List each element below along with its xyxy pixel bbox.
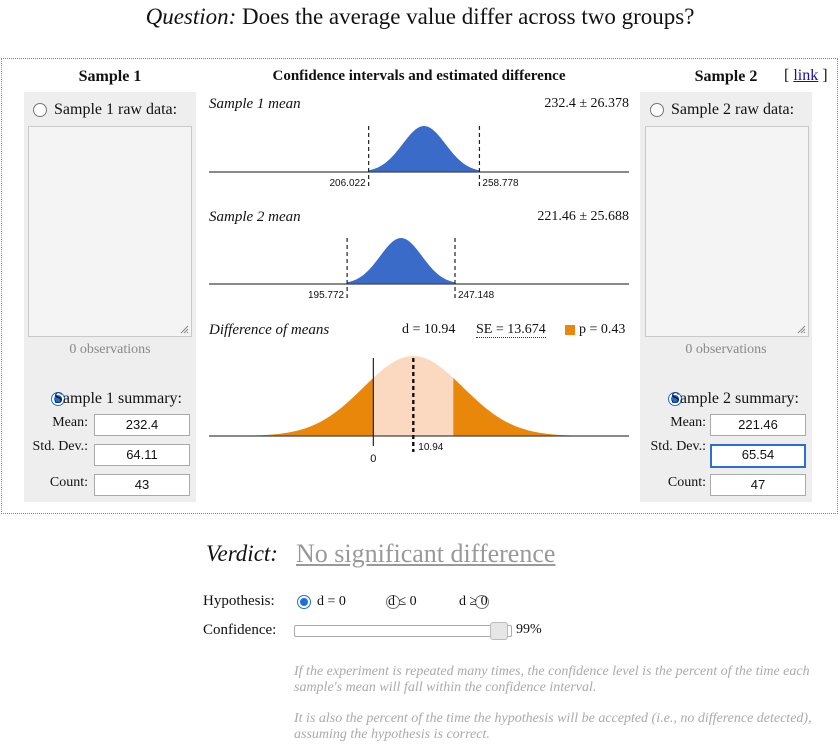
- diff-estimate-label: 10.94: [418, 442, 443, 453]
- sample2-summary-label: Sample 2 summary:: [671, 390, 799, 407]
- sample2-std-label: Std. Dev.:: [650, 439, 706, 454]
- sample2-std-input[interactable]: 65.54: [710, 444, 806, 468]
- diff-se-value[interactable]: SE = 13.674: [476, 322, 546, 338]
- diff-chart: 010.94: [209, 356, 629, 465]
- sample2-mean-input[interactable]: 221.46: [710, 414, 806, 436]
- sample1-count-input[interactable]: 43: [94, 474, 190, 496]
- sample2-mean-value: 221.46 ± 25.688: [537, 209, 629, 224]
- confidence-slider-handle[interactable]: [490, 622, 508, 640]
- sample2-raw-textarea[interactable]: [645, 126, 809, 337]
- resize-grip-icon[interactable]: [796, 324, 806, 334]
- diff-right-tail: [453, 377, 629, 436]
- sample1-mean-chart: 206.022 258.778: [209, 126, 629, 189]
- diff-left-tail: [209, 377, 374, 436]
- sample2-mean-ci-upper-label: 247.148: [458, 290, 495, 301]
- confidence-slider-track[interactable]: [294, 625, 512, 637]
- hypothesis-option-le: d ≤ 0: [388, 594, 417, 609]
- sample1-mean-ci-lower-label: 206.022: [329, 178, 366, 189]
- sample2-summary-radio[interactable]: [668, 392, 682, 406]
- confidence-note-1: If the experiment is repeated many times…: [294, 664, 810, 695]
- sample2-mean-ci-lower-label: 195.772: [308, 290, 345, 301]
- hypothesis-option-ge: d ≥ 0: [459, 594, 488, 609]
- verdict-label: Verdict:: [206, 541, 278, 566]
- sample1-std-input[interactable]: 64.11: [94, 444, 190, 466]
- confidence-value: 99%: [516, 622, 542, 637]
- sample1-count-label: Count:: [49, 475, 88, 490]
- sample1-raw-label: Sample 1 raw data:: [54, 101, 178, 118]
- confidence-note-2: It is also the percent of the time the h…: [294, 711, 812, 742]
- p-value-swatch: [565, 325, 575, 335]
- question: Question: Does the average value differ …: [0, 4, 840, 30]
- sample1-raw-textarea[interactable]: [28, 126, 192, 337]
- sample1-raw-radio[interactable]: [33, 103, 47, 117]
- sample2-observations: 0 observations: [685, 342, 767, 357]
- sample1-mean-density-area: [368, 126, 480, 172]
- sample2-raw-radio[interactable]: [650, 103, 664, 117]
- sample2-count-label: Count:: [667, 475, 706, 490]
- share-link[interactable]: [ link ]: [784, 67, 828, 84]
- sample2-count-input[interactable]: 47: [710, 474, 806, 496]
- question-text: Does the average value differ across two…: [242, 4, 695, 29]
- sample2-title: Sample 2: [694, 68, 758, 85]
- diff-p-value: p = 0.43: [579, 322, 626, 337]
- resize-grip-icon[interactable]: [179, 324, 189, 334]
- sample2-panel: Sample 2 raw data: 0 observations Sample…: [640, 92, 812, 502]
- sample1-mean-chart-label: Sample 1 mean: [209, 96, 301, 112]
- hypothesis-radio-ge[interactable]: [475, 595, 489, 609]
- sample1-observations: 0 observations: [69, 342, 151, 357]
- sample1-title: Sample 1: [78, 68, 142, 85]
- hypothesis-label: Hypothesis:: [203, 593, 275, 609]
- sample1-std-label: Std. Dev.:: [32, 439, 88, 454]
- sample2-mean-chart: 195.772 247.148: [209, 238, 629, 301]
- sample2-raw-label: Sample 2 raw data:: [671, 101, 795, 118]
- sample1-summary-label: Sample 1 summary:: [54, 390, 182, 407]
- hypothesis-option-equal: d = 0: [317, 594, 346, 609]
- sample2-mean-label: Mean:: [670, 415, 706, 430]
- question-prefix: Question:: [145, 4, 237, 29]
- confidence-label: Confidence:: [203, 622, 277, 638]
- hypothesis-radio-le[interactable]: [386, 595, 400, 609]
- sample2-mean-chart-label: Sample 2 mean: [209, 209, 301, 225]
- sample1-mean-ci-upper-label: 258.778: [482, 178, 519, 189]
- verdict-text: No significant difference: [296, 539, 556, 568]
- sample1-mean-label: Mean:: [52, 415, 88, 430]
- sample1-mean-input[interactable]: 232.4: [94, 414, 190, 436]
- share-link-text[interactable]: link: [793, 67, 819, 84]
- diff-zero-label: 0: [370, 453, 376, 465]
- sample1-summary-radio[interactable]: [51, 392, 65, 406]
- diff-chart-label: Difference of means: [209, 322, 330, 338]
- calculator-panel: [1, 58, 838, 514]
- sample2-mean-density-area: [347, 238, 456, 284]
- diff-d-value: d = 10.94: [402, 322, 456, 337]
- sample1-mean-value: 232.4 ± 26.378: [544, 96, 629, 111]
- hypothesis-radio-equal[interactable]: [297, 595, 311, 609]
- sample1-panel: Sample 1 raw data: 0 observations Sample…: [24, 92, 196, 502]
- center-title: Confidence intervals and estimated diffe…: [272, 68, 566, 84]
